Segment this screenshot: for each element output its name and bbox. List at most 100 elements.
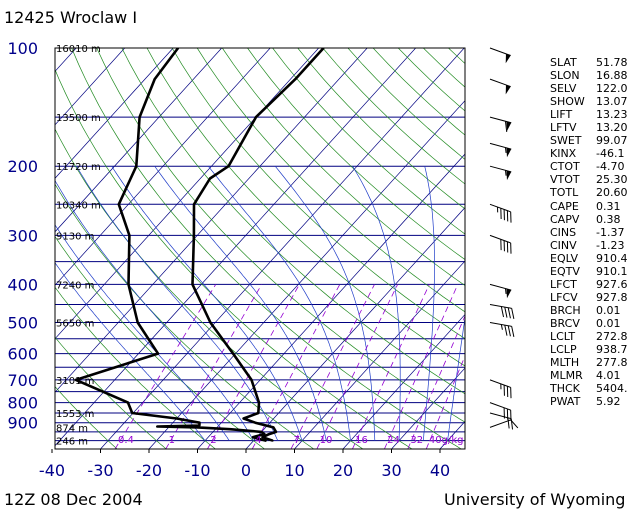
- index-row: LCLT 272.8: [550, 330, 640, 343]
- index-row: LCLP 938.7: [550, 343, 640, 356]
- dewpoint-line-point: [131, 412, 133, 414]
- wind-barb-full: [506, 241, 509, 253]
- wind-barb-full: [504, 325, 508, 336]
- wind-barb: [489, 234, 512, 254]
- temperature-line-point: [209, 177, 211, 180]
- height-label: 246 m: [56, 437, 88, 448]
- index-value: 20.60: [596, 186, 628, 200]
- index-value: 122.0: [596, 82, 628, 96]
- dry-adiabat: [55, 235, 265, 449]
- mixing-ratio-line: [384, 284, 459, 449]
- dry-adiabat: [55, 68, 413, 449]
- mixing-ratio-line: [251, 284, 341, 449]
- mixing-ratio-line: [407, 314, 465, 449]
- temperature-line-point: [272, 426, 275, 429]
- temperature-tick-label: -20: [136, 461, 162, 480]
- dry-adiabat: [96, 48, 465, 423]
- index-row: EQTV 910.1: [550, 265, 640, 278]
- wind-barb-full: [503, 209, 505, 221]
- pressure-tick-label: 900: [7, 414, 38, 433]
- height-label: 16010 m: [56, 44, 101, 55]
- dewpoint-line-point: [135, 165, 138, 167]
- index-row: SLON 16.88: [550, 69, 640, 82]
- temperature-tick-label: -30: [87, 461, 113, 480]
- dewpoint-line-point: [138, 116, 141, 118]
- index-key: CINS: [550, 225, 577, 239]
- mixing-ratio-line: [290, 284, 375, 449]
- dry-adiabat: [55, 336, 167, 449]
- temperature-line-point: [322, 48, 325, 49]
- wind-barb: [489, 116, 512, 132]
- index-key: SLAT: [550, 56, 577, 69]
- temperature-line-point: [250, 379, 253, 381]
- temperature-line-point: [193, 203, 195, 206]
- wind-barb: [489, 165, 512, 181]
- dewpoint-line-point: [265, 439, 268, 442]
- index-value: 0.38: [596, 212, 621, 226]
- index-row: VTOT 25.30: [550, 173, 640, 186]
- index-row: SELV 122.0: [550, 82, 640, 95]
- isotherm-line: [55, 48, 319, 340]
- index-row: LFCV 927.8: [550, 291, 640, 304]
- index-key: EQTV: [550, 264, 580, 278]
- pressure-tick-label: 100: [7, 39, 38, 58]
- index-value: -1.23: [596, 238, 625, 252]
- index-key: LFCV: [550, 290, 578, 304]
- index-value: 25.30: [596, 173, 628, 187]
- moist-adiabat: [76, 166, 279, 441]
- wind-barb-half: [504, 288, 507, 294]
- index-value: 5404.: [596, 382, 628, 396]
- temperature-line-point: [261, 436, 264, 439]
- wind-barb: [489, 283, 512, 299]
- temperature-tick-label: 40: [430, 461, 450, 480]
- index-key: BRCH: [550, 303, 581, 317]
- wind-barb-full: [500, 306, 505, 318]
- wind-barb-staff: [489, 234, 511, 244]
- index-key: SWET: [550, 134, 582, 148]
- isotherm-line: [55, 48, 125, 126]
- isotherm-line: [100, 48, 465, 449]
- dry-adiabat: [247, 48, 465, 260]
- index-key: CINV: [550, 238, 577, 252]
- pressure-tick-label: 600: [7, 345, 38, 364]
- moist-adiabat: [447, 315, 465, 441]
- isotherm-line: [55, 48, 368, 393]
- wind-barb: [489, 142, 512, 158]
- chart-subtitle: 12Z 08 Dec 2004: [4, 490, 143, 509]
- dewpoint-line-point: [136, 321, 139, 324]
- index-row: SWET 99.07: [550, 134, 640, 147]
- temperature-line-point: [257, 412, 260, 414]
- temperature-line-point: [275, 431, 277, 433]
- temperature-line-point: [193, 234, 195, 237]
- dewpoint-line-point: [127, 283, 130, 286]
- temperature-line-point: [254, 421, 257, 424]
- index-value: -4.70: [596, 160, 625, 174]
- temperature-tick-label: -10: [184, 461, 210, 480]
- index-value: -1.37: [596, 225, 625, 239]
- index-value: 277.8: [596, 356, 628, 370]
- index-row: MLMR 4.01: [550, 369, 640, 382]
- height-label: 7240 m: [56, 280, 94, 291]
- index-row: LFTV 13.20: [550, 121, 640, 134]
- dry-adiabat: [146, 48, 465, 367]
- height-label: 11720 m: [56, 162, 101, 173]
- index-key: THCK: [550, 382, 580, 396]
- wind-barb-full: [507, 417, 510, 429]
- isotherm-line: [55, 48, 174, 179]
- dewpoint-line-point: [175, 417, 178, 420]
- moist-adiabat: [55, 262, 206, 441]
- temperature-tick-label: 0: [241, 461, 251, 480]
- index-key: LCLT: [550, 329, 576, 343]
- dewpoint-line-point: [260, 431, 263, 433]
- wind-barb-staff: [489, 203, 511, 213]
- index-value: 13.23: [596, 108, 628, 122]
- mixing-ratio-label: 16: [355, 435, 368, 446]
- index-value: 0.01: [596, 316, 621, 330]
- wind-barb: [489, 304, 515, 319]
- wind-barb-full: [500, 239, 502, 251]
- wind-barb-full: [506, 386, 509, 398]
- index-row: CAPV 0.38: [550, 213, 640, 226]
- index-row: LFCT 927.6: [550, 278, 640, 291]
- dewpoint-line-point: [196, 426, 199, 429]
